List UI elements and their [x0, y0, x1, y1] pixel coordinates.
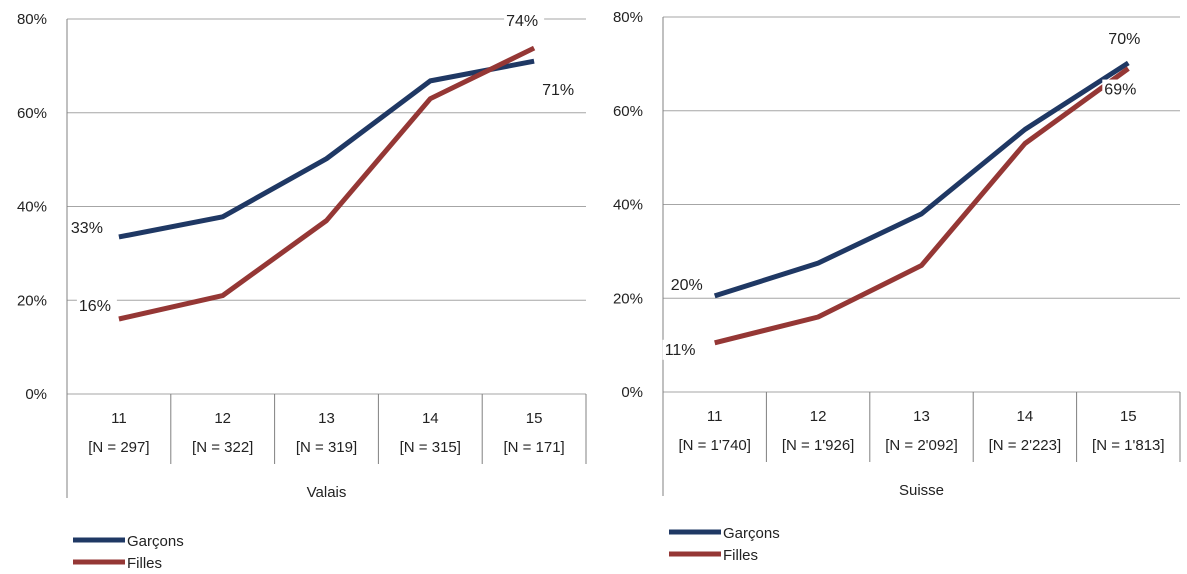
y-tick-label: 80%	[17, 11, 47, 28]
legend-label-garcons: Garçons	[723, 525, 780, 542]
x-tick-n-label: [N = 2'223]	[989, 437, 1062, 454]
series-line-filles	[714, 66, 1130, 346]
series-line-garcons	[118, 58, 535, 240]
x-tick-n-label: [N = 171]	[503, 439, 564, 456]
y-tick-label: 20%	[17, 292, 47, 309]
group-label: Suisse	[899, 482, 944, 499]
chart-valais: 0% 20% 40% 60% 80% 11 [N = 297] 12 [N = 322] 13 [N…	[17, 11, 587, 572]
data-label: 16%	[79, 298, 111, 315]
x-tick-n-label: [N = 2'092]	[885, 437, 958, 454]
data-label-bg	[668, 274, 709, 295]
y-tick-label: 40%	[613, 197, 643, 214]
x-tick-label: 11	[707, 408, 723, 425]
x-tick-label: 13	[318, 410, 335, 427]
group-label: Valais	[307, 484, 347, 501]
x-tick-n-label: [N = 315]	[400, 439, 461, 456]
data-label-bg	[68, 217, 109, 238]
y-tick-label: 60%	[17, 105, 47, 122]
data-label-bg	[76, 296, 117, 316]
x-tick-label: 14	[422, 410, 439, 427]
x-tick-label: 13	[913, 408, 930, 425]
data-label-bg	[540, 80, 581, 101]
y-tick-label: 40%	[17, 199, 47, 216]
y-tick-label: 20%	[613, 290, 643, 307]
chart-suisse: 0% 20% 40% 60% 80% 11 [N = 1'740] 12 [N = 1'926]…	[613, 9, 1181, 564]
data-label-bg	[504, 11, 545, 32]
legend-label-filles: Filles	[127, 555, 162, 572]
data-label-bg	[662, 339, 703, 360]
legend: Garçons Filles	[73, 533, 184, 572]
x-tick-label: 11	[111, 410, 127, 427]
x-tick-label: 12	[214, 410, 231, 427]
data-label: 20%	[671, 277, 703, 294]
y-tick-label: 0%	[25, 386, 47, 403]
legend-label-garcons: Garçons	[127, 533, 184, 550]
series-line-garcons	[713, 60, 1130, 299]
x-tick-n-label: [N = 322]	[192, 439, 253, 456]
data-label: 69%	[1104, 82, 1136, 99]
data-label: 74%	[506, 13, 538, 30]
data-label-bg	[1106, 28, 1147, 49]
y-tick-label: 0%	[621, 384, 643, 401]
x-tick-n-label: [N = 297]	[88, 439, 149, 456]
y-tick-label: 80%	[613, 9, 643, 26]
x-tick-n-label: [N = 319]	[296, 439, 357, 456]
data-label-bg	[1102, 79, 1143, 100]
series-line-filles	[118, 45, 536, 322]
x-tick-label: 14	[1017, 408, 1034, 425]
data-label: 33%	[71, 220, 103, 237]
data-label: 11%	[665, 342, 696, 359]
x-tick-n-label: [N = 1'813]	[1092, 437, 1165, 454]
legend: Garçons Filles	[669, 525, 780, 564]
x-tick-n-label: [N = 1'740]	[678, 437, 751, 454]
legend-label-filles: Filles	[723, 547, 758, 564]
y-tick-label: 60%	[613, 103, 643, 120]
data-label: 70%	[1108, 31, 1140, 48]
x-tick-n-label: [N = 1'926]	[782, 437, 855, 454]
x-tick-label: 15	[526, 410, 543, 427]
x-tick-label: 15	[1120, 408, 1137, 425]
data-label: 71%	[542, 82, 574, 99]
x-tick-label: 12	[810, 408, 827, 425]
